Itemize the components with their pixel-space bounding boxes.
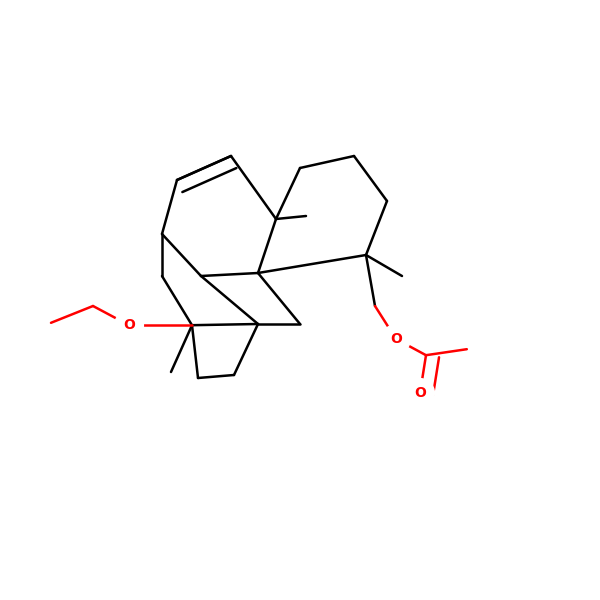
Text: O: O xyxy=(414,386,426,400)
Text: O: O xyxy=(390,332,402,346)
Circle shape xyxy=(406,379,434,407)
Circle shape xyxy=(115,311,143,340)
Circle shape xyxy=(382,325,410,353)
Text: O: O xyxy=(123,318,135,332)
